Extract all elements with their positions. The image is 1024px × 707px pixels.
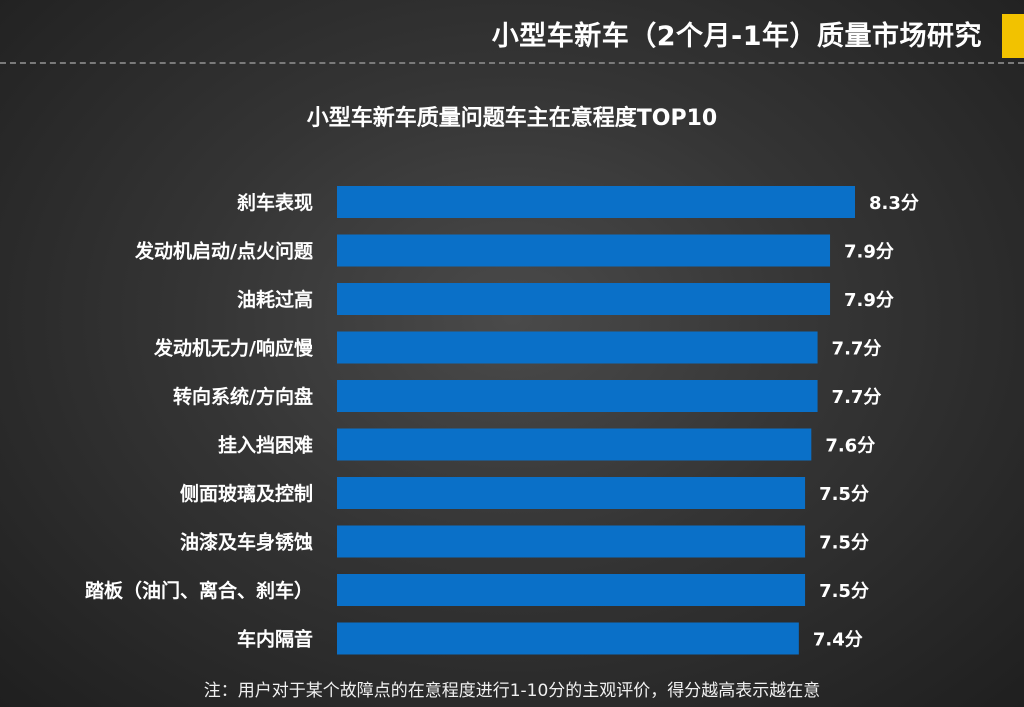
bar — [337, 331, 818, 364]
bar — [337, 380, 818, 412]
category-label: 侧面玻璃及控制 — [180, 482, 313, 505]
value-label: 7.5分 — [819, 581, 869, 602]
header-accent-bar — [1002, 14, 1024, 58]
bar — [337, 622, 799, 655]
bar — [337, 525, 806, 558]
value-label: 8.3分 — [869, 193, 919, 214]
bar — [337, 477, 806, 509]
value-label: 7.4分 — [813, 630, 863, 651]
page-title: 小型车新车（2个月-1年）质量市场研究 — [491, 21, 982, 52]
bar — [337, 234, 831, 267]
footnote: 注：用户对于某个故障点的在意程度进行1-10分的主观评价，得分越高表示越在意 — [203, 681, 821, 701]
chart-title: 小型车新车质量问题车主在意程度TOP10 — [306, 106, 718, 131]
value-label: 7.9分 — [844, 242, 894, 263]
bar — [337, 283, 831, 315]
value-label: 7.5分 — [819, 484, 869, 505]
bar — [337, 428, 812, 461]
bar — [337, 574, 806, 606]
category-label: 发动机启动/点火问题 — [134, 240, 313, 263]
category-label: 车内隔音 — [237, 628, 313, 651]
category-label: 发动机无力/响应慢 — [153, 337, 314, 360]
bar — [337, 186, 855, 218]
category-label: 油耗过高 — [237, 288, 313, 311]
category-label: 踏板（油门、离合、刹车） — [85, 579, 313, 602]
category-label: 转向系统/方向盘 — [173, 385, 313, 408]
category-label: 挂入挡困难 — [218, 434, 313, 457]
header-divider — [0, 62, 1024, 64]
category-label: 油漆及车身锈蚀 — [180, 531, 313, 554]
category-label: 刹车表现 — [237, 191, 313, 214]
value-label: 7.5分 — [819, 533, 869, 554]
value-label: 7.9分 — [844, 290, 894, 311]
value-label: 7.6分 — [825, 436, 875, 457]
value-label: 7.7分 — [832, 387, 882, 408]
value-label: 7.7分 — [832, 339, 882, 360]
